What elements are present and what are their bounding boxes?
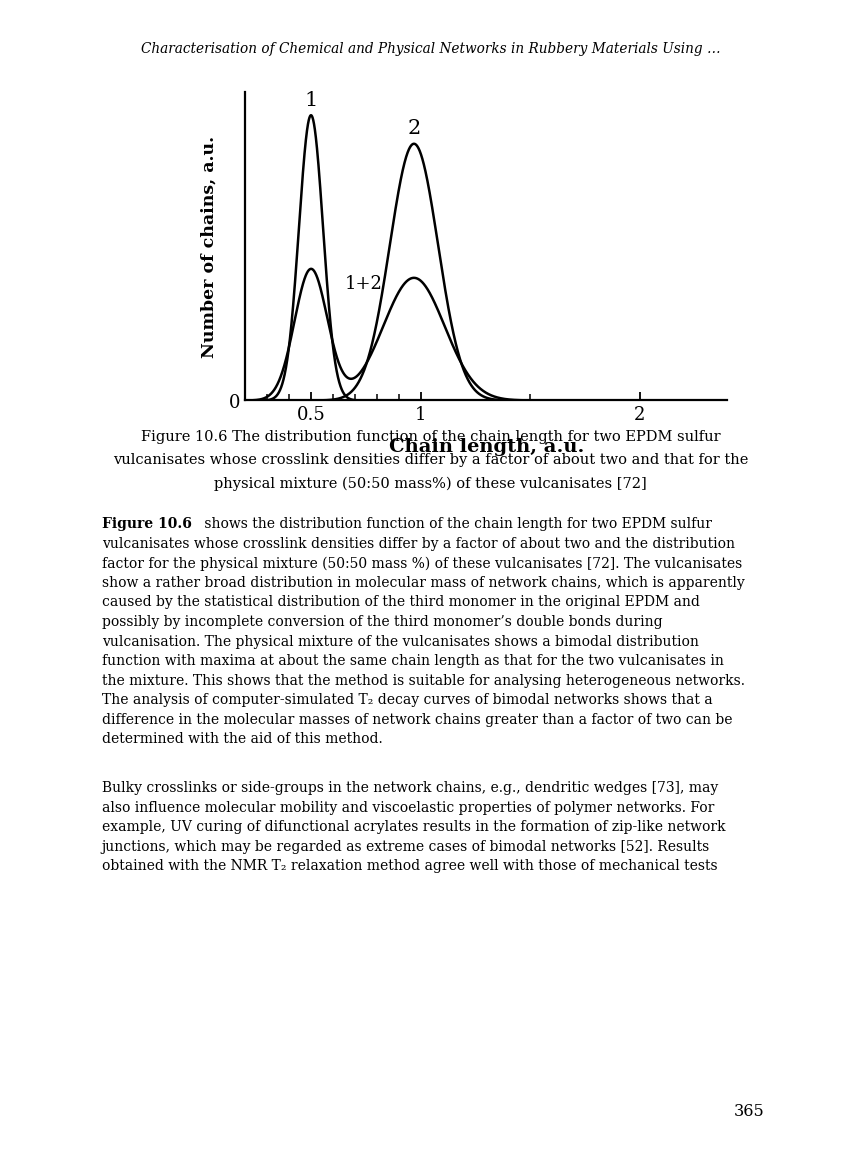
Text: vulcanisates whose crosslink densities differ by a factor of about two and that : vulcanisates whose crosslink densities d… [113,453,747,467]
Text: caused by the statistical distribution of the third monomer in the original EPDM: caused by the statistical distribution o… [101,595,699,609]
Text: vulcanisation. The physical mixture of the vulcanisates shows a bimodal distribu: vulcanisation. The physical mixture of t… [101,634,698,648]
X-axis label: Chain length, a.u.: Chain length, a.u. [388,438,584,456]
Text: Bulky crosslinks or side-groups in the network chains, e.g., dendritic wedges [7: Bulky crosslinks or side-groups in the n… [101,781,717,795]
Text: 1+2: 1+2 [344,274,382,293]
Text: shows the distribution function of the chain length for two EPDM sulfur: shows the distribution function of the c… [200,517,711,531]
Text: junctions, which may be regarded as extreme cases of bimodal networks [52]. Resu: junctions, which may be regarded as extr… [101,839,710,853]
Text: 365: 365 [733,1102,764,1119]
Text: 2: 2 [407,119,421,138]
Text: possibly by incomplete conversion of the third monomer’s double bonds during: possibly by incomplete conversion of the… [101,615,661,629]
Text: also influence molecular mobility and viscoelastic properties of polymer network: also influence molecular mobility and vi… [101,801,714,815]
Text: example, UV curing of difunctional acrylates results in the formation of zip-lik: example, UV curing of difunctional acryl… [101,819,725,833]
Text: 1: 1 [304,91,317,109]
Text: the mixture. This shows that the method is suitable for analysing heterogeneous : the mixture. This shows that the method … [101,673,744,687]
Text: physical mixture (50:50 mass%) of these vulcanisates [72]: physical mixture (50:50 mass%) of these … [214,476,646,490]
Text: determined with the aid of this method.: determined with the aid of this method. [101,732,382,746]
Text: show a rather broad distribution in molecular mass of network chains, which is a: show a rather broad distribution in mole… [101,575,744,589]
Text: factor for the physical mixture (50:50 mass %) of these vulcanisates [72]. The v: factor for the physical mixture (50:50 m… [101,557,741,571]
Text: function with maxima at about the same chain length as that for the two vulcanis: function with maxima at about the same c… [101,654,723,668]
Text: obtained with the NMR T₂ relaxation method agree well with those of mechanical t: obtained with the NMR T₂ relaxation meth… [101,859,716,873]
Text: vulcanisates whose crosslink densities differ by a factor of about two and the d: vulcanisates whose crosslink densities d… [101,537,734,551]
Text: difference in the molecular masses of network chains greater than a factor of tw: difference in the molecular masses of ne… [101,712,732,726]
Text: Figure 10.6 The distribution function of the chain length for two EPDM sulfur: Figure 10.6 The distribution function of… [140,430,720,444]
Y-axis label: Number of chains, a.u.: Number of chains, a.u. [200,136,218,358]
Text: The analysis of computer-simulated T₂ decay curves of bimodal networks shows tha: The analysis of computer-simulated T₂ de… [101,693,712,706]
Text: Characterisation of Chemical and Physical Networks in Rubbery Materials Using …: Characterisation of Chemical and Physica… [140,42,720,56]
Text: Figure 10.6: Figure 10.6 [101,517,191,531]
